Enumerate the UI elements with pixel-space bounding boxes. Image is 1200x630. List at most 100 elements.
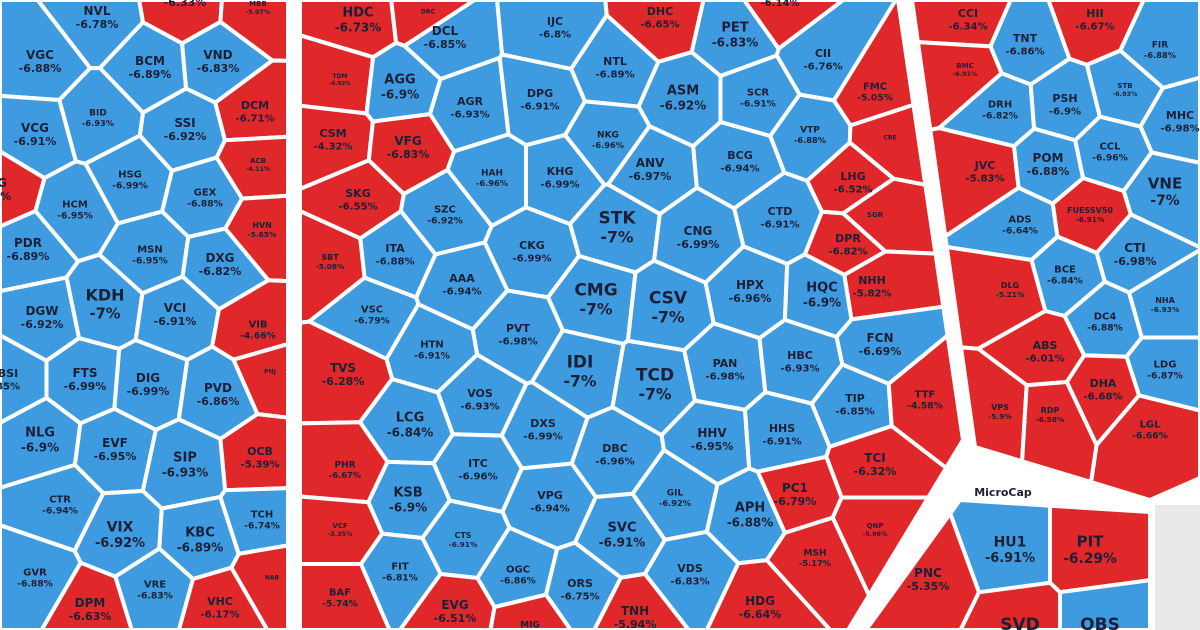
change: 85% bbox=[0, 382, 20, 393]
change: -6.78% bbox=[76, 18, 119, 31]
ticker: TCH bbox=[251, 510, 274, 521]
ticker: ITA bbox=[385, 242, 405, 255]
stock-cell[interactable] bbox=[213, 58, 290, 143]
ticker: VHC bbox=[207, 595, 233, 608]
change: -6.01% bbox=[1025, 354, 1064, 365]
change: -6.93% bbox=[460, 402, 499, 413]
change: -6.34% bbox=[948, 22, 987, 33]
ticker: KBC bbox=[185, 525, 215, 540]
ticker: TCI bbox=[864, 451, 885, 465]
ticker: IJC bbox=[547, 15, 563, 28]
ticker: DHA bbox=[1090, 377, 1117, 390]
change: -6.99% bbox=[64, 380, 107, 393]
ticker: CCL bbox=[1099, 142, 1121, 153]
change: -6.91% bbox=[760, 220, 799, 231]
change: -6.88% bbox=[187, 199, 223, 210]
change: -6.93% bbox=[450, 110, 489, 121]
ticker: ANV bbox=[636, 156, 665, 170]
ticker: BSI bbox=[0, 367, 18, 380]
ticker: VNE bbox=[1148, 174, 1182, 192]
stock-cell[interactable] bbox=[176, 565, 270, 630]
ticker: VIB bbox=[248, 320, 267, 331]
ticker: AGR bbox=[457, 95, 484, 108]
ticker: FMC bbox=[863, 82, 887, 93]
change: -6.68% bbox=[1083, 392, 1122, 403]
ticker: DHC bbox=[647, 5, 673, 18]
change: -6.91% bbox=[953, 70, 978, 78]
change: -6.33% bbox=[164, 0, 207, 9]
ticker: NHH bbox=[858, 274, 886, 287]
ticker: VCI bbox=[164, 301, 187, 315]
stock-cell[interactable] bbox=[592, 571, 691, 630]
stock-cell[interactable] bbox=[298, 562, 392, 630]
change: -6.64% bbox=[739, 608, 782, 621]
stock-cell[interactable] bbox=[488, 592, 573, 630]
stock-cell[interactable] bbox=[1058, 578, 1152, 630]
ticker: TNH bbox=[621, 604, 649, 618]
ticker: DC4 bbox=[1094, 312, 1117, 323]
change: -6.64% bbox=[1002, 226, 1038, 237]
ticker: SVC bbox=[608, 520, 637, 535]
stock-cell[interactable] bbox=[218, 486, 290, 556]
stock-cell[interactable] bbox=[1089, 393, 1200, 502]
ticker: EVF bbox=[102, 436, 128, 450]
ticker: DLG bbox=[1001, 281, 1019, 290]
change: -6.67% bbox=[329, 470, 362, 480]
change: -6.88% bbox=[1087, 323, 1123, 334]
change: -6.28% bbox=[322, 375, 365, 388]
stock-cell[interactable] bbox=[218, 412, 290, 493]
change: -6.88% bbox=[19, 62, 62, 75]
change: -6.88% bbox=[794, 135, 827, 145]
change: -6.93% bbox=[1113, 90, 1138, 98]
ticker: HHV bbox=[697, 426, 727, 440]
change: -7% bbox=[564, 373, 597, 391]
ticker: HQC bbox=[806, 280, 837, 295]
ticker: NTL bbox=[603, 55, 627, 68]
change: -6.92% bbox=[329, 81, 351, 87]
change: -6.89% bbox=[177, 540, 224, 554]
change: -6.84% bbox=[387, 425, 434, 439]
change: -5.83% bbox=[965, 174, 1004, 185]
change: -7% bbox=[1150, 193, 1179, 209]
ticker: VRE bbox=[144, 580, 166, 591]
ticker: CTS bbox=[454, 531, 471, 540]
ticker: JVC bbox=[974, 159, 996, 172]
change: -6.96% bbox=[1092, 153, 1128, 164]
ticker: DCL bbox=[432, 24, 459, 38]
stock-cell[interactable] bbox=[39, 560, 134, 630]
ticker: NKG bbox=[597, 131, 619, 141]
ticker: ORS bbox=[567, 577, 593, 590]
ticker: DPR bbox=[835, 232, 861, 245]
change: -6.51% bbox=[434, 612, 477, 625]
change: -6.9% bbox=[389, 500, 427, 514]
ticker: TDM bbox=[332, 73, 347, 80]
change: -6.93% bbox=[162, 465, 209, 479]
change: -6.93% bbox=[82, 118, 115, 128]
change: -6.88% bbox=[375, 257, 414, 268]
ticker: IDI bbox=[567, 353, 594, 373]
ticker: BCE bbox=[1054, 265, 1076, 276]
change: -6.92% bbox=[164, 130, 207, 143]
ticker: PDR bbox=[14, 236, 42, 250]
ticker: VND bbox=[203, 48, 232, 62]
ticker: BCG bbox=[727, 149, 753, 162]
ticker: VIX bbox=[107, 519, 134, 535]
change: -6.89% bbox=[7, 250, 50, 263]
ticker: TNT bbox=[1013, 32, 1038, 45]
ticker: HHS bbox=[769, 422, 795, 435]
group-label: MicroCap bbox=[974, 486, 1032, 499]
empty-area bbox=[1155, 505, 1200, 630]
change: -6.99% bbox=[512, 254, 551, 265]
change: -6.81% bbox=[382, 573, 418, 584]
ticker: NVL bbox=[84, 4, 111, 18]
stock-cell[interactable] bbox=[842, 249, 946, 322]
change: -6.95% bbox=[57, 211, 93, 222]
change: -6.94% bbox=[720, 164, 759, 175]
change: -6.88% bbox=[1144, 50, 1177, 60]
stock-cell[interactable] bbox=[704, 558, 833, 630]
ticker: SSI bbox=[174, 116, 195, 130]
ticker: TIP bbox=[845, 392, 865, 405]
change: -4.32% bbox=[313, 142, 352, 153]
change: -6.96% bbox=[458, 472, 497, 483]
